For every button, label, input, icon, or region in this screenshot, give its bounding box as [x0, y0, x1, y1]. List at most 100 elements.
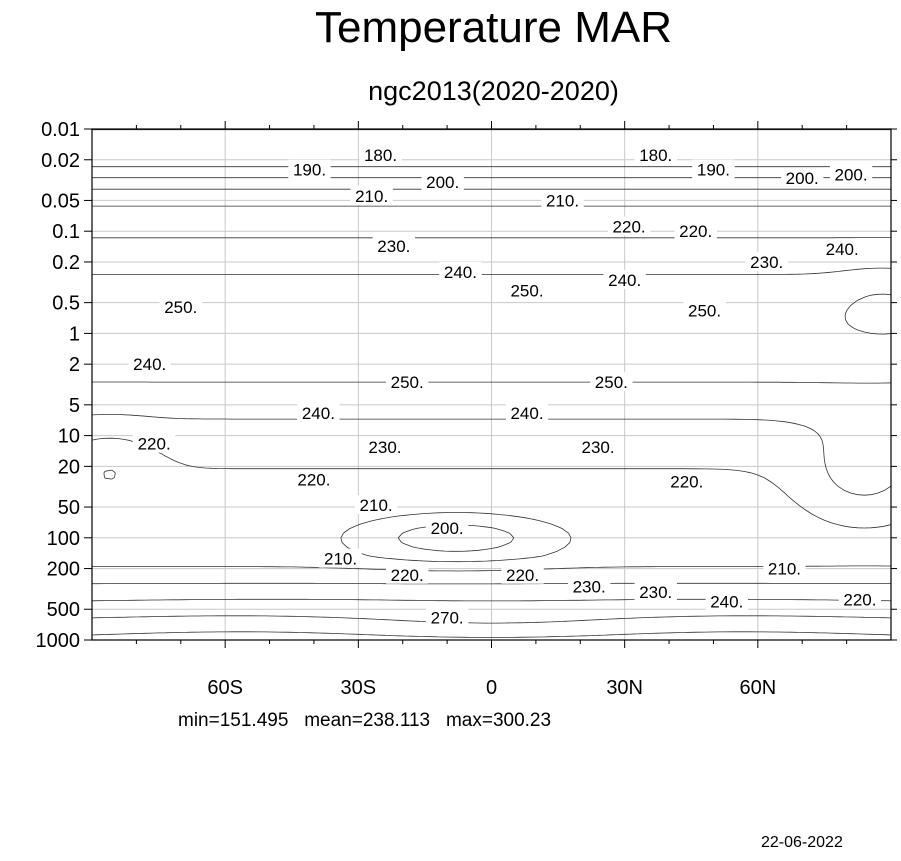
contour-label-bg [505, 402, 549, 422]
y-tick-label: 0.05 [41, 190, 80, 212]
contour-label: 230. [750, 253, 783, 272]
contour-label-bg [385, 564, 429, 584]
contour-label-bg [705, 591, 748, 611]
y-tick-label: 0.01 [41, 119, 80, 141]
plot-date: 22-06-2022 [761, 834, 843, 851]
contour-label-bg [665, 471, 709, 491]
contour-label-bg [132, 433, 176, 453]
contour-label: 200. [431, 519, 464, 538]
contour-label: 200. [835, 166, 868, 185]
contour-label: 230. [581, 438, 614, 457]
contour-labels: 180. 180. 190. 190. 200. 200. 200. 210. 210. 220.… [128, 145, 882, 627]
contour-label: 250. [510, 281, 543, 300]
contour-label-bg [354, 495, 398, 515]
contour-label-bg [683, 300, 726, 320]
y-tick-label: 100 [47, 528, 80, 550]
contour-label-bg [372, 236, 416, 256]
contour-label-bg [674, 221, 717, 241]
contour-label: 220. [613, 218, 646, 237]
y-tick-label: 0.1 [52, 221, 80, 243]
contour-label: 180. [639, 146, 672, 165]
contour-label: 200. [426, 173, 459, 192]
y-tick-label: 500 [47, 599, 80, 621]
contour-label-bg [505, 280, 549, 300]
contour-label-bg [763, 558, 806, 578]
contour-label-bg [607, 216, 651, 236]
chart-subtitle: ngc2013(2020-2020) [368, 76, 619, 106]
contour-label-bg [781, 167, 824, 187]
contour-label: 240. [710, 592, 743, 611]
x-tick-label: 0 [486, 677, 497, 699]
y-tick-label: 1000 [36, 630, 81, 652]
contour-label-bg [567, 576, 611, 596]
x-tick-label: 30S [341, 677, 377, 699]
y-tick-label: 200 [47, 559, 80, 581]
contour-label-bg [128, 354, 171, 374]
contour-label: 230. [573, 578, 606, 597]
contour-label-bg [576, 437, 620, 457]
y-tick-label: 5 [69, 395, 80, 417]
y-tick-label: 0.5 [52, 293, 80, 315]
contour-label: 210. [768, 560, 801, 579]
contour-label: 220. [843, 590, 876, 609]
contour-label-bg [603, 269, 646, 289]
contour-label-bg [350, 185, 393, 205]
contour-label: 190. [293, 161, 326, 180]
contour-label: 240. [133, 355, 166, 374]
contour-label-bg [501, 564, 544, 584]
contour-label-bg [159, 296, 202, 316]
contour-label: 240. [510, 404, 543, 423]
y-tick-label: 20 [58, 456, 80, 478]
chart-title: Temperature MAR [314, 3, 672, 52]
contour-label: 220. [138, 435, 171, 454]
contour-label: 240. [826, 240, 859, 259]
contour-label-bg [359, 145, 402, 165]
contour-label: 270. [431, 608, 464, 627]
contour-label: 210. [360, 496, 393, 515]
contour-label: 240. [444, 263, 477, 282]
contour-label: 250. [688, 302, 721, 321]
contour-label-bg [363, 437, 407, 457]
contour-label: 250. [164, 298, 197, 317]
contour-label: 250. [595, 373, 628, 392]
contour-label-bg [541, 190, 584, 210]
contour-label: 230. [639, 583, 672, 602]
y-tick-label: 0.2 [52, 252, 80, 274]
statistics-summary: min=151.495 mean=238.113 max=300.23 [178, 710, 552, 731]
contour-label: 230. [377, 237, 410, 256]
contour-label-bg [297, 402, 340, 422]
contour-label: 180. [364, 146, 397, 165]
contour-label-bg [829, 164, 873, 184]
contour-label: 230. [368, 438, 401, 457]
x-tick-label: 60S [207, 677, 243, 699]
contour-label: 240. [608, 271, 641, 290]
contour-label-bg [319, 548, 362, 568]
contour-label-bg [439, 261, 482, 281]
contour-label: 220. [297, 471, 330, 490]
contour-label-bg [634, 582, 677, 602]
y-tick-label: 0.02 [41, 150, 80, 172]
contour-label: 210. [546, 191, 579, 210]
x-axis-tick-labels: 60S 30S 0 30N 60N [207, 677, 776, 699]
contour-label-bg [634, 145, 677, 165]
x-tick-label: 30N [606, 677, 643, 699]
contour-label: 240. [302, 404, 335, 423]
contour-label-bg [425, 607, 469, 627]
contour-label: 220. [391, 566, 424, 585]
y-tick-label: 10 [58, 426, 80, 448]
y-tick-label: 2 [69, 354, 80, 376]
contour-label: 220. [670, 472, 703, 491]
axis-ticks [84, 121, 897, 648]
contour-label-bg [838, 589, 882, 609]
y-axis-tick-labels: 0.01 0.02 0.05 0.1 0.2 0.5 1 2 5 10 20 50 100 200 500 1… [36, 119, 81, 652]
y-tick-label: 1 [69, 323, 80, 345]
contour-label: 190. [697, 161, 730, 180]
contour-label-bg [292, 469, 336, 489]
contour-label: 210. [355, 187, 388, 206]
contour-label-bg [288, 159, 331, 179]
contour-label: 200. [786, 169, 819, 188]
contour-label-bg [425, 517, 469, 537]
contour-label: 220. [679, 222, 712, 241]
contour-label-bg [820, 239, 864, 259]
